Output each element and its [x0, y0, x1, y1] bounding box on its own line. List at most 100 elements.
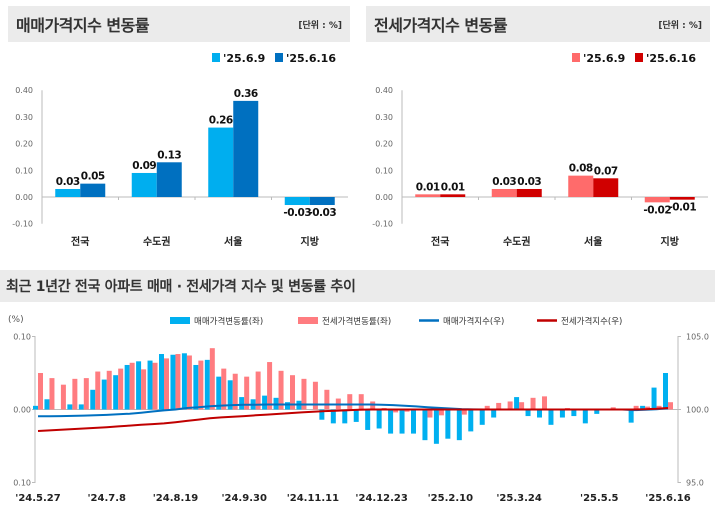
jeonse-panel-title: 전세가격지수 변동률	[374, 16, 508, 35]
x-tick-label: '24.12.23	[355, 493, 407, 504]
data-label: 0.03	[492, 176, 516, 188]
sale-change-bar	[136, 361, 142, 410]
bar-수도권-0	[131, 172, 157, 197]
jeonse-change-bar	[209, 348, 215, 410]
sale-change-bar	[124, 364, 130, 410]
data-label: -0.02	[643, 204, 671, 216]
right-tick-label: 105.0	[686, 333, 709, 342]
data-label: 0.03	[517, 176, 541, 188]
sale-change-bar	[330, 409, 336, 424]
sale-change-bar	[445, 409, 451, 439]
jeonse-change-bar	[324, 389, 330, 410]
x-tick-label: '25.2.10	[428, 493, 473, 504]
jeonse-change-bar	[255, 371, 261, 410]
sale-change-bar	[227, 380, 233, 410]
jeonse-change-bar	[164, 358, 169, 410]
sale-change-bar	[159, 354, 164, 410]
sale-change-bar	[262, 395, 268, 410]
jeonse-panel-unit: [단위 : %]	[658, 20, 702, 31]
bar-전국-1	[440, 194, 466, 197]
sale-change-bar	[399, 409, 405, 434]
jeonse-change-bar	[358, 394, 364, 410]
data-label: 0.13	[157, 149, 181, 161]
legend-label: 매매가격지수(우)	[443, 316, 504, 327]
jeonse-change-bar	[301, 378, 307, 410]
sale-panel-title: 매매가격지수 변동률	[16, 16, 150, 35]
bar-수도권-1	[516, 188, 542, 197]
data-label: -0.03	[308, 207, 336, 219]
x-tick-label: '25.6.16	[645, 493, 690, 504]
bar-수도권-1	[156, 162, 182, 197]
jeonse-change-bar	[404, 409, 410, 412]
jeonse-change-bar	[496, 402, 502, 410]
legend-label: 전세가격변동률(좌)	[322, 316, 391, 327]
data-label: 0.01	[441, 181, 465, 193]
sale-panel-unit: [단위 : %]	[298, 20, 342, 31]
jeonse-change-bar	[633, 405, 639, 410]
sale-change-bar	[651, 387, 657, 410]
legend-label: '25.6.16	[286, 52, 336, 65]
legend-swatch	[212, 53, 220, 62]
left-tick-label: 0.10	[13, 479, 31, 488]
x-tick-label: '24.9.30	[221, 493, 266, 504]
sale-change-bar	[582, 409, 588, 424]
x-tick-label: '25.5.5	[580, 493, 619, 504]
y-tick-label: 0.10	[375, 166, 393, 175]
y-tick-label: 0.40	[375, 86, 393, 95]
sale-change-bar	[376, 409, 382, 429]
jeonse-change-bar	[175, 354, 181, 410]
category-label: 전국	[71, 235, 89, 248]
jeonse-change-bar	[519, 402, 525, 410]
legend-swatch	[298, 317, 318, 324]
data-label: 0.09	[132, 160, 156, 172]
jeonse-change-bar	[38, 373, 43, 410]
jeonse-change-bar	[461, 409, 467, 415]
legend-label: '25.6.9	[223, 52, 265, 65]
y-tick-label: 0.20	[375, 140, 393, 149]
legend-label: '25.6.16	[646, 52, 696, 65]
sale-change-bar	[147, 360, 153, 410]
legend-swatch	[572, 53, 580, 62]
y-tick-label: -0.10	[12, 220, 33, 229]
category-label: 지방	[301, 235, 320, 248]
jeonse-change-bar	[347, 394, 353, 410]
jeonse-change-bar	[530, 397, 536, 410]
sale-change-bar	[90, 389, 96, 410]
category-label: 수도권	[503, 236, 531, 248]
bar-지방-0	[284, 197, 310, 206]
sale-change-bar	[537, 409, 542, 418]
sale-change-bar	[571, 409, 577, 417]
sale-change-bar	[181, 353, 187, 410]
jeonse-change-bar	[484, 405, 490, 410]
sale-change-bar	[78, 404, 84, 410]
sale-change-bar	[319, 409, 325, 420]
sale-change-bar	[594, 409, 600, 414]
legend-label: 전세가격지수(우)	[561, 316, 622, 327]
category-label: 전국	[431, 235, 449, 248]
sale-change-bar	[411, 409, 416, 434]
sale-change-bar	[514, 397, 520, 410]
y-tick-label: 0.30	[15, 113, 33, 122]
left-tick-label: 0.10	[13, 333, 31, 342]
jeonse-change-bar	[244, 376, 250, 410]
sale-change-bar	[285, 402, 290, 410]
y-tick-label: 0.20	[15, 140, 33, 149]
legend-swatch	[170, 317, 190, 324]
sale-change-bar	[663, 373, 668, 410]
data-label: 0.01	[416, 181, 440, 193]
sale-change-bar	[101, 379, 107, 410]
right-tick-label: 100.0	[686, 406, 709, 415]
data-label: 0.07	[594, 165, 618, 177]
jeonse-change-bar	[49, 378, 55, 410]
sale-change-bar	[170, 354, 176, 410]
jeonse-change-bar	[129, 362, 135, 410]
sale-change-bar	[204, 359, 210, 410]
bar-지방-1	[669, 197, 695, 200]
bar-전국-1	[80, 183, 106, 197]
sale-change-bar	[559, 409, 565, 418]
bar-전국-0	[415, 194, 441, 197]
bar-전국-0	[55, 188, 81, 197]
y-axis-unit: (%)	[8, 315, 24, 325]
jeonse-index-line	[37, 407, 669, 432]
sale-change-bar	[239, 397, 245, 410]
